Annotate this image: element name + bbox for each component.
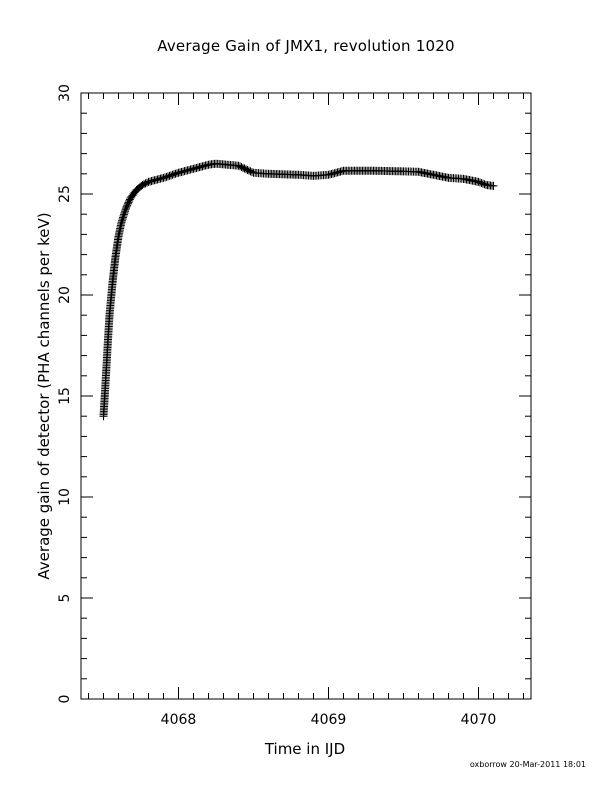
- y-tick-label: 25: [57, 185, 73, 203]
- y-tick-label: 20: [57, 286, 73, 304]
- chart-title: Average Gain of JMX1, revolution 1020: [157, 37, 455, 55]
- x-tick-label: 4070: [461, 712, 497, 728]
- x-axis-label: Time in IJD: [264, 740, 346, 758]
- y-tick-label: 0: [57, 695, 73, 704]
- y-tick-label: 15: [57, 387, 73, 405]
- y-axis-label: Average gain of detector (PHA channels p…: [35, 212, 53, 580]
- x-tick-label: 4068: [161, 712, 197, 728]
- axis-ticks: [81, 92, 531, 700]
- x-tick-label: 4069: [311, 712, 347, 728]
- tick-labels: 4068 4069 4070 0 5 10 15 20 25 30: [57, 84, 496, 728]
- footer-stamp: oxborrow 20-Mar-2011 18:01: [469, 760, 586, 769]
- y-tick-label: 30: [57, 84, 73, 102]
- data-series: [99, 159, 498, 421]
- y-tick-label: 10: [57, 488, 73, 506]
- data-point: [489, 181, 498, 190]
- y-tick-label: 5: [57, 594, 73, 603]
